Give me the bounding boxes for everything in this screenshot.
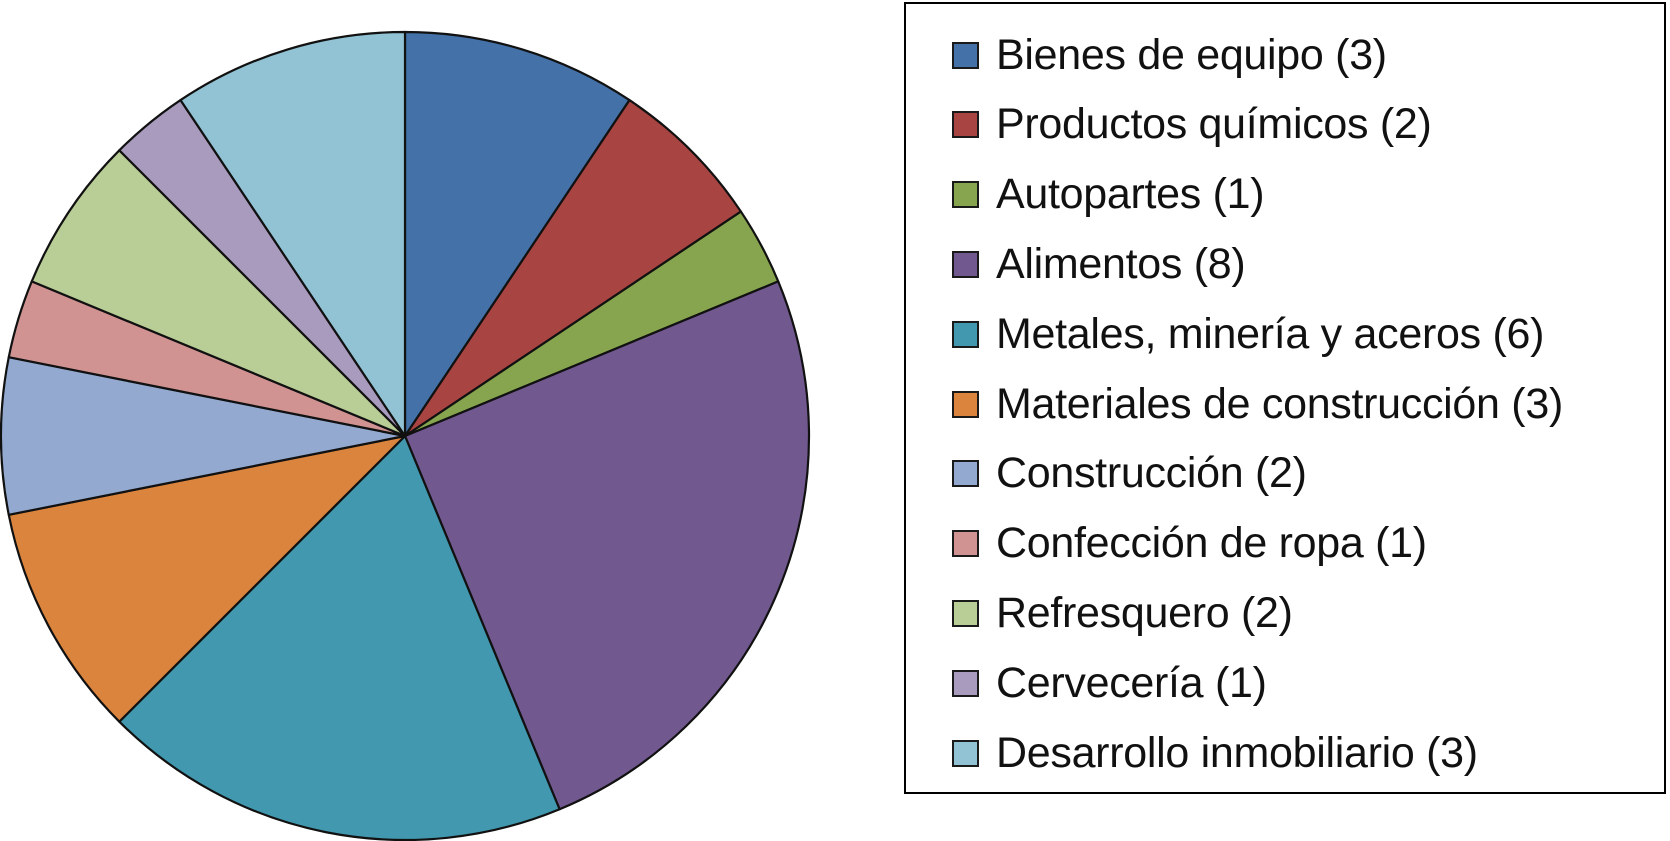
legend-label: Bienes de equipo (3) [996,30,1387,79]
legend-item: Refresquero (2) [952,587,1293,639]
legend-label: Desarrollo inmobiliario (3) [996,728,1478,777]
pie-slice-0 [403,30,631,438]
legend-item: Construcción (2) [952,448,1307,500]
legend-swatch [952,181,979,209]
legend-item: Productos químicos (2) [952,99,1432,151]
legend-item: Desarrollo inmobiliario (3) [952,727,1478,779]
pie-slice-6 [0,356,407,516]
legend-item: Confección de ropa (1) [952,518,1427,570]
legend-item: Metales, minería y aceros (6) [952,308,1544,360]
pie-slice-4 [118,434,561,841]
legend-swatch [952,41,979,69]
legend-label: Confección de ropa (1) [996,519,1427,568]
legend-label: Productos químicos (2) [996,100,1432,149]
legend-label: Refresquero (2) [996,588,1293,637]
legend-label: Autopartes (1) [996,170,1265,219]
legend: Bienes de equipo (3) Productos químicos (… [904,2,1666,794]
legend-label: Construcción (2) [996,449,1307,498]
legend-label: Materiales de construcción (3) [996,379,1563,428]
legend-swatch [952,390,979,418]
legend-item: Cervecería (1) [952,657,1267,709]
legend-item: Autopartes (1) [952,169,1265,221]
legend-swatch [952,250,979,278]
legend-swatch [952,460,979,488]
legend-label: Alimentos (8) [996,239,1246,288]
legend-label: Cervecería (1) [996,658,1267,707]
legend-swatch [952,530,979,558]
legend-swatch [952,739,979,767]
legend-item: Materiales de construcción (3) [952,378,1563,430]
pie-slices [0,30,811,841]
legend-swatch [952,599,979,627]
legend-swatch [952,111,979,139]
pie-slice-5 [7,434,407,723]
legend-item: Bienes de equipo (3) [952,29,1387,81]
pie-chart [0,30,811,841]
pie-slice-8 [30,149,407,438]
legend-label: Metales, minería y aceros (6) [996,309,1545,358]
pie-slice-10 [179,30,407,438]
legend-item: Alimentos (8) [952,238,1246,290]
legend-swatch [952,320,979,348]
pie-slice-1 [403,98,743,438]
legend-swatch [952,669,979,697]
